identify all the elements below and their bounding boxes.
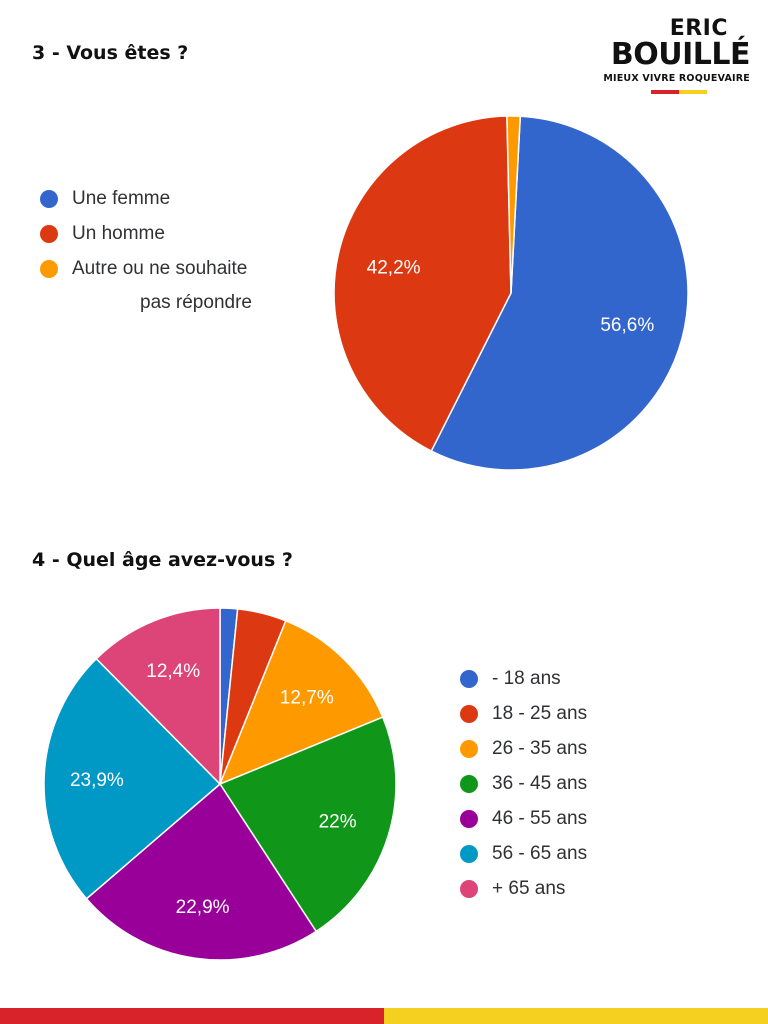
q3-legend-item-une-femme: Une femme xyxy=(40,186,300,221)
q4-legend-item-46-55-ans: 46 - 55 ans xyxy=(460,806,660,841)
q3-title: 3 - Vous êtes ? xyxy=(32,42,189,64)
logo-bar-segment xyxy=(679,90,707,94)
q3-legend-label: Un homme xyxy=(72,223,165,244)
q4-legend: - 18 ans 18 - 25 ans 26 - 35 ans 36 - 45 an… xyxy=(460,666,660,911)
q3-legend-marker xyxy=(40,260,58,278)
logo-bar-segment xyxy=(651,90,679,94)
q4-legend-item-56-65-ans: 56 - 65 ans xyxy=(460,841,660,876)
q4-legend-marker xyxy=(460,670,478,688)
q4-legend-marker xyxy=(460,740,478,758)
q4-legend-label: 18 - 25 ans xyxy=(492,703,588,724)
footer-bar-segment xyxy=(384,1008,768,1024)
q4-slice-36-45-ans xyxy=(218,716,397,933)
q3-legend-label-line: Autre ou ne souhaite xyxy=(72,258,248,279)
q4-legend-marker xyxy=(460,810,478,828)
q4-data-label-56-65-ans: 23,9% xyxy=(70,770,124,791)
logo-first-name: ERIC xyxy=(669,16,728,41)
q4-legend-marker xyxy=(460,845,478,863)
q3-slice-une-femme xyxy=(430,115,689,471)
q4-slice-65-ans xyxy=(95,607,221,786)
footer-color-bar xyxy=(0,1008,768,1024)
q4-title: 4 - Quel âge avez-vous ? xyxy=(32,549,293,571)
q4-slice-26-35-ans xyxy=(218,619,384,786)
q3-legend-label: Une femme xyxy=(72,188,171,209)
q4-legend-label: 26 - 35 ans xyxy=(492,738,588,759)
q4-legend-label: + 65 ans xyxy=(492,878,566,899)
q4-legend-item-36-45-ans: 36 - 45 ans xyxy=(460,771,660,806)
q4-legend-marker xyxy=(460,705,478,723)
logo: ERIC BOUILLÉ MIEUX VIVRE ROQUEVAIRE xyxy=(600,16,751,94)
q3-legend-item-autre-ou-ne-souhaite-pas-repondre: Autre ou ne souhaite pas répondre xyxy=(40,256,300,328)
q4-legend-label: - 18 ans xyxy=(492,668,561,689)
logo-slogan: MIEUX VIVRE ROQUEVAIRE xyxy=(603,73,750,84)
q4-data-label-46-55-ans: 22,9% xyxy=(176,897,230,918)
q4-legend-label: 36 - 45 ans xyxy=(492,773,588,794)
q4-legend-label: 46 - 55 ans xyxy=(492,808,588,829)
q4-slice-56-65-ans xyxy=(43,657,222,900)
q3-pie-chart: 56,6% 42,2% xyxy=(333,115,689,471)
q3-legend-item-un-homme: Un homme xyxy=(40,221,300,256)
q4-data-label-36-45-ans: 22% xyxy=(319,812,357,833)
q3-legend-label: Autre ou ne souhaite pas répondre xyxy=(72,252,252,320)
q4-data-label-26-35-ans: 12,7% xyxy=(280,688,334,709)
q3-legend-label-line: pas répondre xyxy=(140,292,252,313)
q4-legend-label: 56 - 65 ans xyxy=(492,843,588,864)
q4-legend-item-18-25-ans: 18 - 25 ans xyxy=(460,701,660,736)
q3-slice-autre-ou-ne-souhaite-pas-repondre xyxy=(506,115,522,294)
logo-color-bar xyxy=(600,90,750,94)
q4-legend-item-26-35-ans: 26 - 35 ans xyxy=(460,736,660,771)
logo-last-name: BOUILLÉ xyxy=(610,37,751,72)
q4-legend-item-18-ans: - 18 ans xyxy=(460,666,660,701)
q4-legend-marker xyxy=(460,880,478,898)
q4-slice-46-55-ans xyxy=(85,782,318,961)
footer-bar-segment xyxy=(0,1008,384,1024)
q3-data-label-un-homme: 42,2% xyxy=(367,258,421,279)
q4-pie-chart: 12,7% 22% 22,9% 23,9% 12,4% xyxy=(43,607,397,961)
q4-legend-item-65-ans: + 65 ans xyxy=(460,876,660,911)
q3-data-label-une-femme: 56,6% xyxy=(600,315,654,336)
q4-data-label-65-ans: 12,4% xyxy=(146,661,200,682)
q4-legend-marker xyxy=(460,775,478,793)
q3-legend: Une femme Un homme Autre ou ne souhaite pas… xyxy=(40,186,300,328)
q3-slice-un-homme xyxy=(333,115,512,453)
q3-legend-marker xyxy=(40,225,58,243)
q3-legend-marker xyxy=(40,190,58,208)
